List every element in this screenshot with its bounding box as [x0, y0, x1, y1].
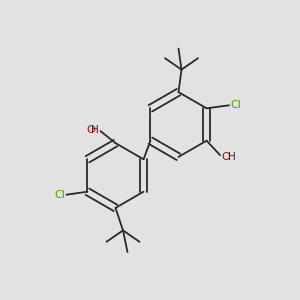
Text: H: H [91, 125, 99, 135]
Text: O: O [221, 152, 230, 162]
Text: Cl: Cl [230, 100, 241, 110]
Text: O: O [87, 125, 95, 135]
Text: Cl: Cl [54, 190, 65, 200]
Text: H: H [228, 152, 236, 162]
